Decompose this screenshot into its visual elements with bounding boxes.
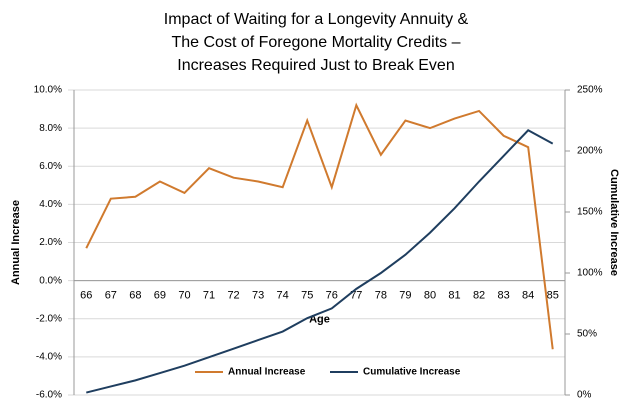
- series-line: [85, 102, 554, 350]
- x-tick-label: 70: [178, 290, 190, 302]
- legend-label: Annual Increase: [228, 367, 306, 378]
- y2-tick-label: 0%: [577, 390, 592, 401]
- x-tick-label: 80: [424, 290, 436, 302]
- y-tick-label: -2.0%: [36, 313, 62, 324]
- x-tick-label: 78: [375, 290, 387, 302]
- y-tick-label: 2.0%: [39, 237, 62, 248]
- y-tick-label: 8.0%: [39, 123, 62, 134]
- legend-label: Cumulative Increase: [363, 367, 461, 378]
- x-tick-label: 66: [80, 290, 92, 302]
- y-tick-label: -6.0%: [36, 390, 62, 401]
- y2-tick-label: 100%: [577, 268, 603, 279]
- x-tick-label: 74: [277, 290, 289, 302]
- x-tick-label: 76: [326, 290, 338, 302]
- y-tick-label: 6.0%: [39, 161, 62, 172]
- y-tick-label: 4.0%: [39, 199, 62, 210]
- x-axis-title: Age: [309, 314, 330, 326]
- x-tick-label: 85: [547, 290, 559, 302]
- chart-title: The Cost of Foregone Mortality Credits –: [171, 34, 460, 51]
- x-tick-label: 83: [498, 290, 510, 302]
- x-tick-label: 81: [448, 290, 460, 302]
- x-tick-label: 72: [227, 290, 239, 302]
- x-tick-label: 79: [399, 290, 411, 302]
- y-axis-title: Annual Increase: [10, 200, 22, 285]
- y-tick-label: 0.0%: [39, 275, 62, 286]
- x-tick-label: 84: [522, 290, 534, 302]
- x-tick-label: 67: [105, 290, 117, 302]
- x-tick-label: 69: [154, 290, 166, 302]
- chart-title: Impact of Waiting for a Longevity Annuit…: [164, 11, 469, 28]
- chart-title: Increases Required Just to Break Even: [177, 57, 454, 74]
- x-tick-label: 73: [252, 290, 264, 302]
- y-tick-label: 10.0%: [34, 85, 62, 96]
- series-line: [86, 129, 554, 394]
- x-tick-label: 68: [129, 290, 141, 302]
- y2-tick-label: 250%: [577, 85, 603, 96]
- x-tick-label: 75: [301, 290, 313, 302]
- y2-tick-label: 200%: [577, 146, 603, 157]
- y2-tick-label: 150%: [577, 207, 603, 218]
- y2-tick-label: 50%: [577, 329, 597, 340]
- x-tick-label: 82: [473, 290, 485, 302]
- y-tick-label: -4.0%: [36, 352, 62, 363]
- y2-axis-title: Cumulative Increase: [608, 169, 620, 276]
- x-tick-label: 71: [203, 290, 215, 302]
